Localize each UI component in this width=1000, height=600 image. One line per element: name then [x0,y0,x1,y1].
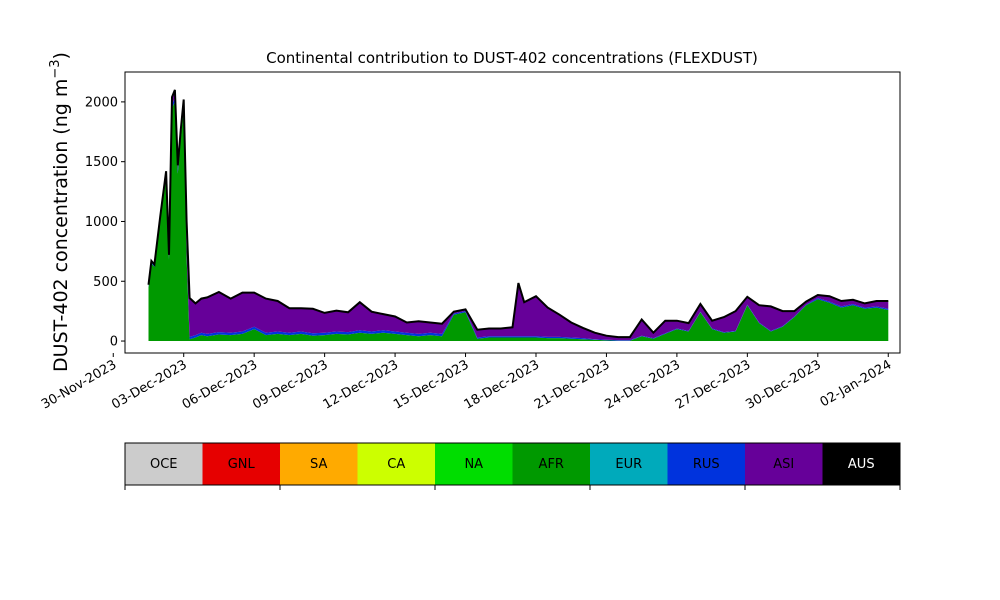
legend-label-oce: OCE [150,457,178,472]
y-axis: 0 500 1000 1500 2000 [85,95,125,350]
legend-label-sa: SA [310,457,327,472]
x-tick-label: 18-Dec-2023 [462,357,542,412]
y-tick-label: 500 [93,275,118,290]
legend-label-asi: ASI [773,457,794,472]
y-axis-label-main: DUST-402 concentration (ng m [50,79,72,372]
y-axis-label-exponent: −3 [48,59,63,78]
legend-swatch-afr [512,443,590,485]
y-tick-label: 1500 [85,155,118,170]
legend-swatch-oce [125,443,203,485]
total-outline [147,89,889,339]
series-layer [147,89,889,342]
area-afr [148,101,889,342]
legend-swatch-ca [357,443,435,485]
legend-swatch-eur [590,443,668,485]
legend-label-ca: CA [387,457,405,472]
x-tick-label: 03-Dec-2023 [109,357,189,412]
y-axis-label: DUST-402 concentration (ng m−3) [48,52,72,372]
x-tick-label: 21-Dec-2023 [532,357,612,412]
x-tick-label: 12-Dec-2023 [321,357,401,412]
x-tick-label: 06-Dec-2023 [180,357,260,412]
legend-swatch-aus [822,443,900,485]
legend-label-rus: RUS [693,457,720,472]
legend-swatch-asi [745,443,823,485]
legend-label-aus: AUS [848,457,875,472]
x-tick-label: 15-Dec-2023 [391,357,471,412]
x-tick-label: 24-Dec-2023 [602,357,682,412]
y-tick-label: 1000 [85,215,118,230]
x-tick-label: 02-Jan-2024 [818,357,895,410]
area-asi [148,89,889,341]
legend: OCE GNL SA CA NA AFR EUR RUS ASI AUS [124,442,901,490]
legend-swatch-na [435,443,513,485]
x-axis: 30-Nov-202303-Dec-202306-Dec-202309-Dec-… [39,353,894,413]
legend-label-afr: AFR [539,457,564,472]
plot-frame [124,71,901,354]
legend-swatch-gnl [202,443,280,485]
y-tick-label: 0 [110,335,118,350]
y-axis-label-close: ) [50,52,72,59]
legend-frame [124,442,901,486]
legend-swatch-rus [667,443,745,485]
chart-title: Continental contribution to DUST-402 con… [266,49,758,67]
legend-label-na: NA [464,457,483,472]
x-tick-label: 30-Dec-2023 [743,357,823,412]
y-tick-label: 2000 [85,95,118,110]
legend-label-gnl: GNL [228,457,256,472]
legend-label-eur: EUR [615,457,642,472]
x-tick-label: 27-Dec-2023 [673,357,753,412]
legend-swatch-sa [280,443,358,485]
x-tick-label: 09-Dec-2023 [250,357,330,412]
